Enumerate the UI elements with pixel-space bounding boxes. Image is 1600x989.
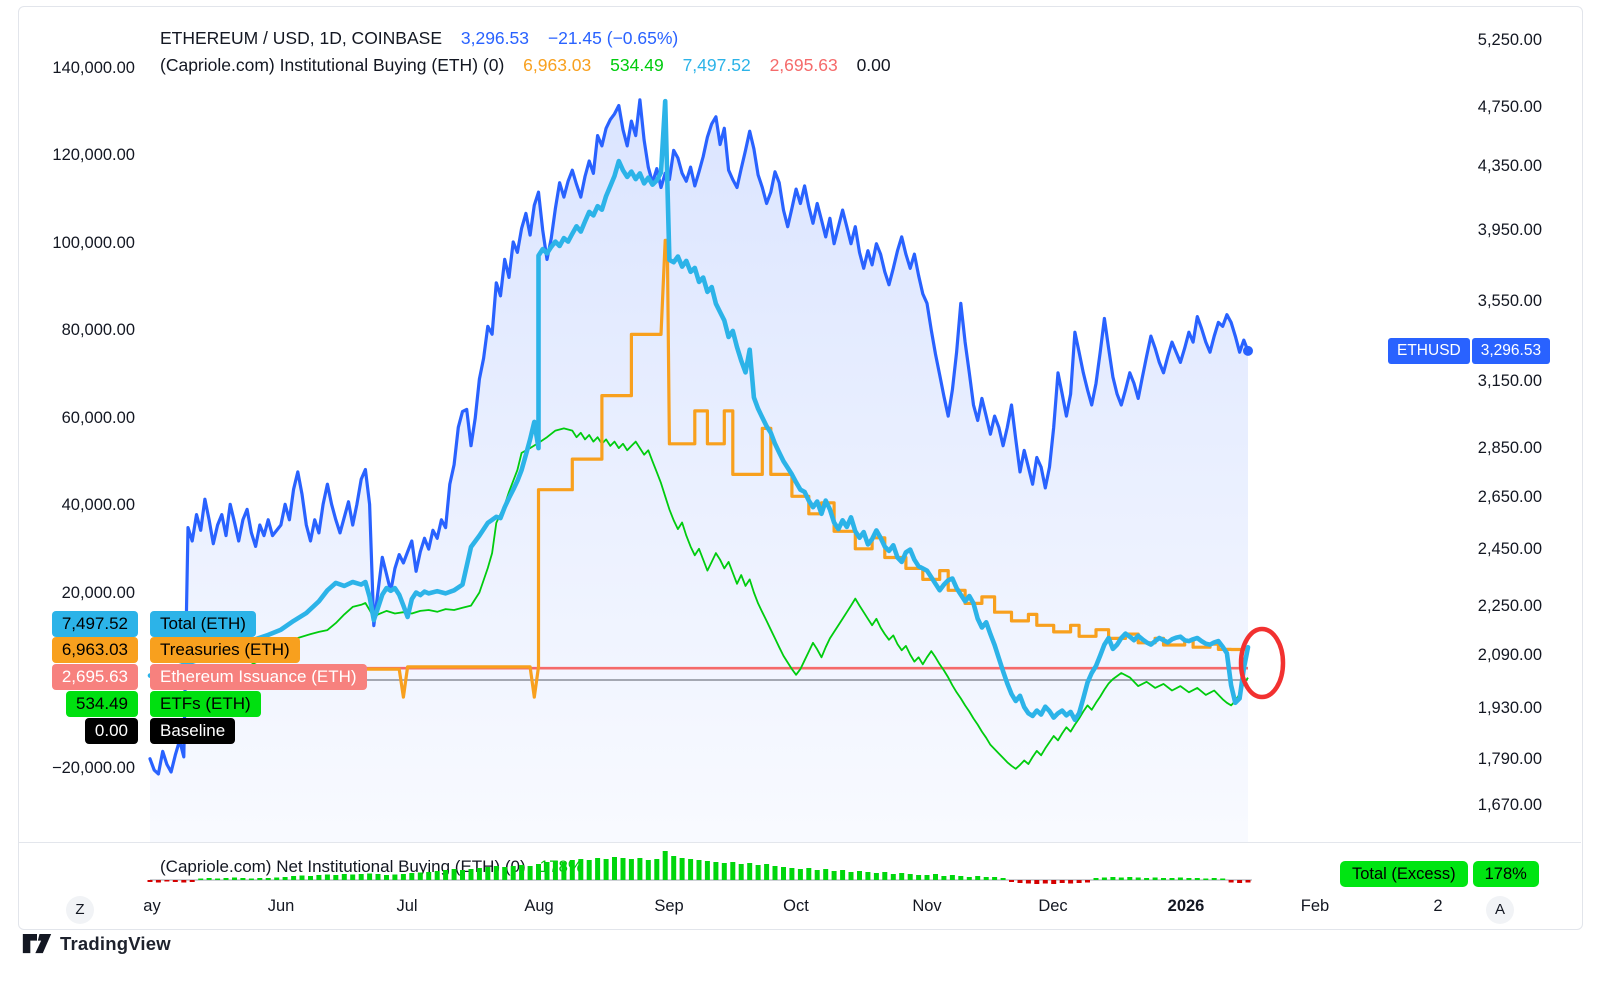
left-axis-tick: −20,000.00 xyxy=(51,758,135,777)
series-label-row-5[interactable]: 0.00 Baseline xyxy=(0,718,1600,744)
time-axis-label-Jul: Jul xyxy=(396,897,418,915)
right-axis-tick: 2,650.00 xyxy=(1477,487,1542,506)
indicator-header-row: (Capriole.com) Institutional Buying (ETH… xyxy=(160,55,891,76)
scroll-left-button[interactable]: Z xyxy=(66,896,94,924)
last-price-value: 3,296.53 xyxy=(1471,337,1551,364)
symbol-title[interactable]: ETHEREUM / USD, 1D, COINBASE xyxy=(160,28,442,48)
right-axis-tick: 1,930.00 xyxy=(1477,699,1542,718)
symbol-header-row: ETHEREUM / USD, 1D, COINBASE 3,296.53 −2… xyxy=(160,28,678,49)
right-axis-tick: 3,950.00 xyxy=(1477,221,1542,240)
left-axis-tick: 140,000.00 xyxy=(52,58,135,77)
right-axis-tick: 3,150.00 xyxy=(1477,372,1542,391)
time-axis-label-Aug: Aug xyxy=(524,897,554,915)
series-label-row-1[interactable]: 7,497.52 Total (ETH) xyxy=(0,611,1600,637)
series-label-row-2[interactable]: 6,963.03 Treasuries (ETH) xyxy=(0,637,1600,663)
indicator-value-total: 7,497.52 xyxy=(682,55,751,75)
series-label-name: Treasuries (ETH) xyxy=(150,637,300,663)
time-axis-label-Sep: Sep xyxy=(654,897,684,915)
indicator-value-etfs: 534.49 xyxy=(610,55,664,75)
bottom-indicator-title[interactable]: (Capriole.com) Net Institutional Buying … xyxy=(160,857,526,876)
series-label-value: 534.49 xyxy=(66,691,138,717)
symbol-last-price: 3,296.53 xyxy=(460,28,529,48)
time-axis-label-Feb: Feb xyxy=(1300,897,1330,915)
right-axis-tick: 2,450.00 xyxy=(1477,540,1542,559)
right-axis-tick: 1,670.00 xyxy=(1477,796,1542,815)
right-axis-tick: 4,350.00 xyxy=(1477,156,1542,175)
series-label-value: 2,695.63 xyxy=(51,664,138,690)
pane-divider xyxy=(19,842,1581,843)
right-axis-tick: 1,790.00 xyxy=(1477,749,1542,768)
time-axis-label-ay: ay xyxy=(143,897,161,915)
total-excess-badge[interactable]: Total (Excess) 178% xyxy=(1340,861,1539,887)
time-axis-label-2026: 2026 xyxy=(1167,897,1205,915)
time-axis-label-Oct: Oct xyxy=(783,897,809,915)
left-axis-tick: 20,000.00 xyxy=(61,583,135,602)
right-axis-tick: 4,750.00 xyxy=(1477,97,1542,116)
series-label-row-3[interactable]: 2,695.63 Ethereum Issuance (ETH) xyxy=(0,664,1600,690)
time-axis-label-2: 2 xyxy=(1433,897,1443,915)
left-axis-tick: 100,000.00 xyxy=(52,233,135,252)
indicator-value-issuance: 2,695.63 xyxy=(769,55,838,75)
indicator-value-baseline: 0.00 xyxy=(856,55,891,75)
total-excess-label: Total (Excess) xyxy=(1340,861,1468,887)
series-label-value: 0.00 xyxy=(84,718,138,744)
left-axis-tick: 40,000.00 xyxy=(61,496,135,514)
last-price-label[interactable]: ETHUSD 3,296.53 xyxy=(1388,337,1551,364)
time-axis-label-Jun: Jun xyxy=(267,897,295,915)
last-price-symbol: ETHUSD xyxy=(1388,337,1470,364)
tradingview-logo[interactable]: TradingView xyxy=(22,933,171,955)
chart-widget-border xyxy=(18,6,1583,930)
indicator-value-treasuries: 6,963.03 xyxy=(523,55,592,75)
left-axis-tick: 120,000.00 xyxy=(52,146,135,164)
indicator-title[interactable]: (Capriole.com) Institutional Buying (ETH… xyxy=(160,55,505,75)
series-label-name: Ethereum Issuance (ETH) xyxy=(150,664,367,690)
series-label-row-4[interactable]: 534.49 ETFs (ETH) xyxy=(0,691,1600,717)
right-axis-tick: 5,250.00 xyxy=(1477,31,1542,49)
series-label-value: 7,497.52 xyxy=(51,611,138,637)
symbol-change: −21.45 (−0.65%) xyxy=(547,28,679,48)
left-axis-tick: 60,000.00 xyxy=(61,408,135,427)
series-label-name: Baseline xyxy=(150,718,236,744)
right-axis-tick: 2,090.00 xyxy=(1477,646,1542,665)
left-axis-tick: 80,000.00 xyxy=(61,321,135,339)
time-axis-label-Dec: Dec xyxy=(1038,897,1068,915)
series-label-name: ETFs (ETH) xyxy=(150,691,261,717)
total-excess-value: 178% xyxy=(1472,861,1539,887)
right-axis-tick: 2,250.00 xyxy=(1477,596,1542,615)
series-label-value: 6,963.03 xyxy=(51,637,138,663)
time-axis-label-Nov: Nov xyxy=(912,897,942,915)
series-label-name: Total (ETH) xyxy=(150,611,256,637)
right-axis-tick: 2,850.00 xyxy=(1477,439,1542,458)
tradingview-logo-icon xyxy=(22,934,52,954)
auto-scale-button[interactable]: A xyxy=(1486,896,1514,924)
right-axis-tick: 3,550.00 xyxy=(1477,292,1542,311)
tradingview-logo-text: TradingView xyxy=(60,933,171,954)
